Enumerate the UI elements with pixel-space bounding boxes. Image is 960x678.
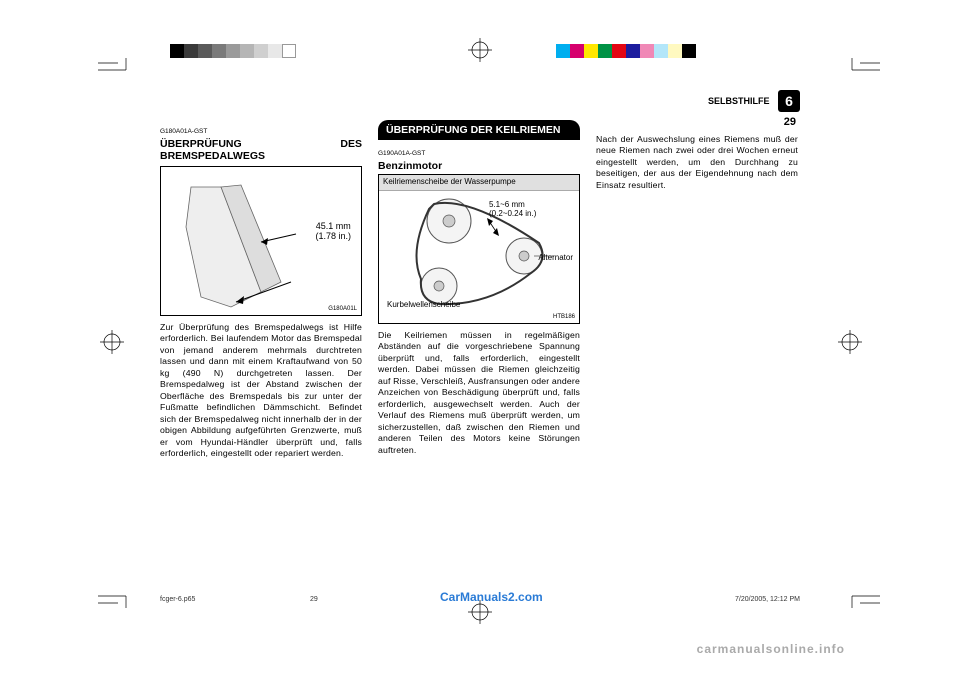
body-text-col2: Die Keilriemen müssen in regelmäßigen Ab… — [378, 330, 580, 456]
gap-unit: (0.2~0.24 in.) — [489, 210, 536, 219]
figure-code: G180A01L — [328, 305, 357, 313]
figure-measurement: 45.1 mm (1.78 in.) — [315, 222, 351, 242]
column-1: G180A01A-GST ÜBERPRÜFUNG DES BREMSPEDALW… — [160, 128, 362, 460]
section-code: G180A01A-GST — [160, 128, 362, 137]
colorbar-color — [556, 44, 696, 58]
crankshaft-label: Kurbelwellenscheibe — [387, 300, 460, 311]
section-code: G190A01A-GST — [378, 150, 580, 159]
column-2: ÜBERPRÜFUNG DER KEILRIEMEN G190A01A-GST … — [378, 128, 580, 460]
gap-measurement: 5.1~6 mm (0.2~0.24 in.) — [489, 201, 536, 219]
watermark-carmanuals2: CarManuals2.com — [440, 590, 543, 604]
figure-top-label: Keilriemenscheibe der Wasserpumpe — [379, 175, 579, 191]
crop-mark-br — [850, 578, 880, 613]
column-3: Nach der Auswechslung eines Riemens muß … — [596, 128, 798, 460]
subsection-title: Benzinmotor — [378, 160, 580, 172]
footer-file: fcger-6.p65 — [160, 596, 195, 603]
section-title: ÜBERPRÜFUNG DES BREMSPEDALWEGS — [160, 138, 362, 162]
registration-mark-bottom — [468, 600, 492, 629]
body-text-col3: Nach der Auswechslung eines Riemens muß … — [596, 134, 798, 191]
colorbar-grayscale — [170, 44, 296, 58]
figure-belt-diagram: Keilriemenscheibe der Wasserpumpe — [378, 174, 580, 324]
registration-mark-top — [468, 38, 492, 67]
crop-mark-tr — [850, 58, 880, 93]
crop-mark-tl — [98, 58, 128, 93]
body-text-col1: Zur Überprüfung des Bremspedalwegs ist H… — [160, 322, 362, 460]
registration-mark-left — [100, 330, 124, 359]
footer-page: 29 — [310, 596, 318, 603]
page-content: SELBSTHILFE 6 29 G180A01A-GST ÜBERPRÜFUN… — [160, 90, 800, 580]
footer-date: 7/20/2005, 12:12 PM — [735, 596, 800, 603]
header: SELBSTHILFE 6 29 — [600, 90, 800, 128]
alternator-label: Alternator — [538, 253, 573, 264]
section-title-inverted: ÜBERPRÜFUNG DER KEILRIEMEN — [378, 120, 580, 140]
figure-unit: (1.78 in.) — [315, 232, 351, 242]
figure-code: HTB186 — [553, 313, 575, 321]
registration-mark-right — [838, 330, 862, 359]
chapter-label: SELBSTHILFE — [708, 96, 770, 106]
page-number: 29 — [600, 116, 796, 128]
chapter-number: 6 — [778, 90, 800, 112]
crop-mark-bl — [98, 578, 128, 613]
watermark-carmanualsonline: carmanualsonline.info — [697, 642, 845, 656]
figure-brake-pedal: 45.1 mm (1.78 in.) G180A01L — [160, 166, 362, 316]
